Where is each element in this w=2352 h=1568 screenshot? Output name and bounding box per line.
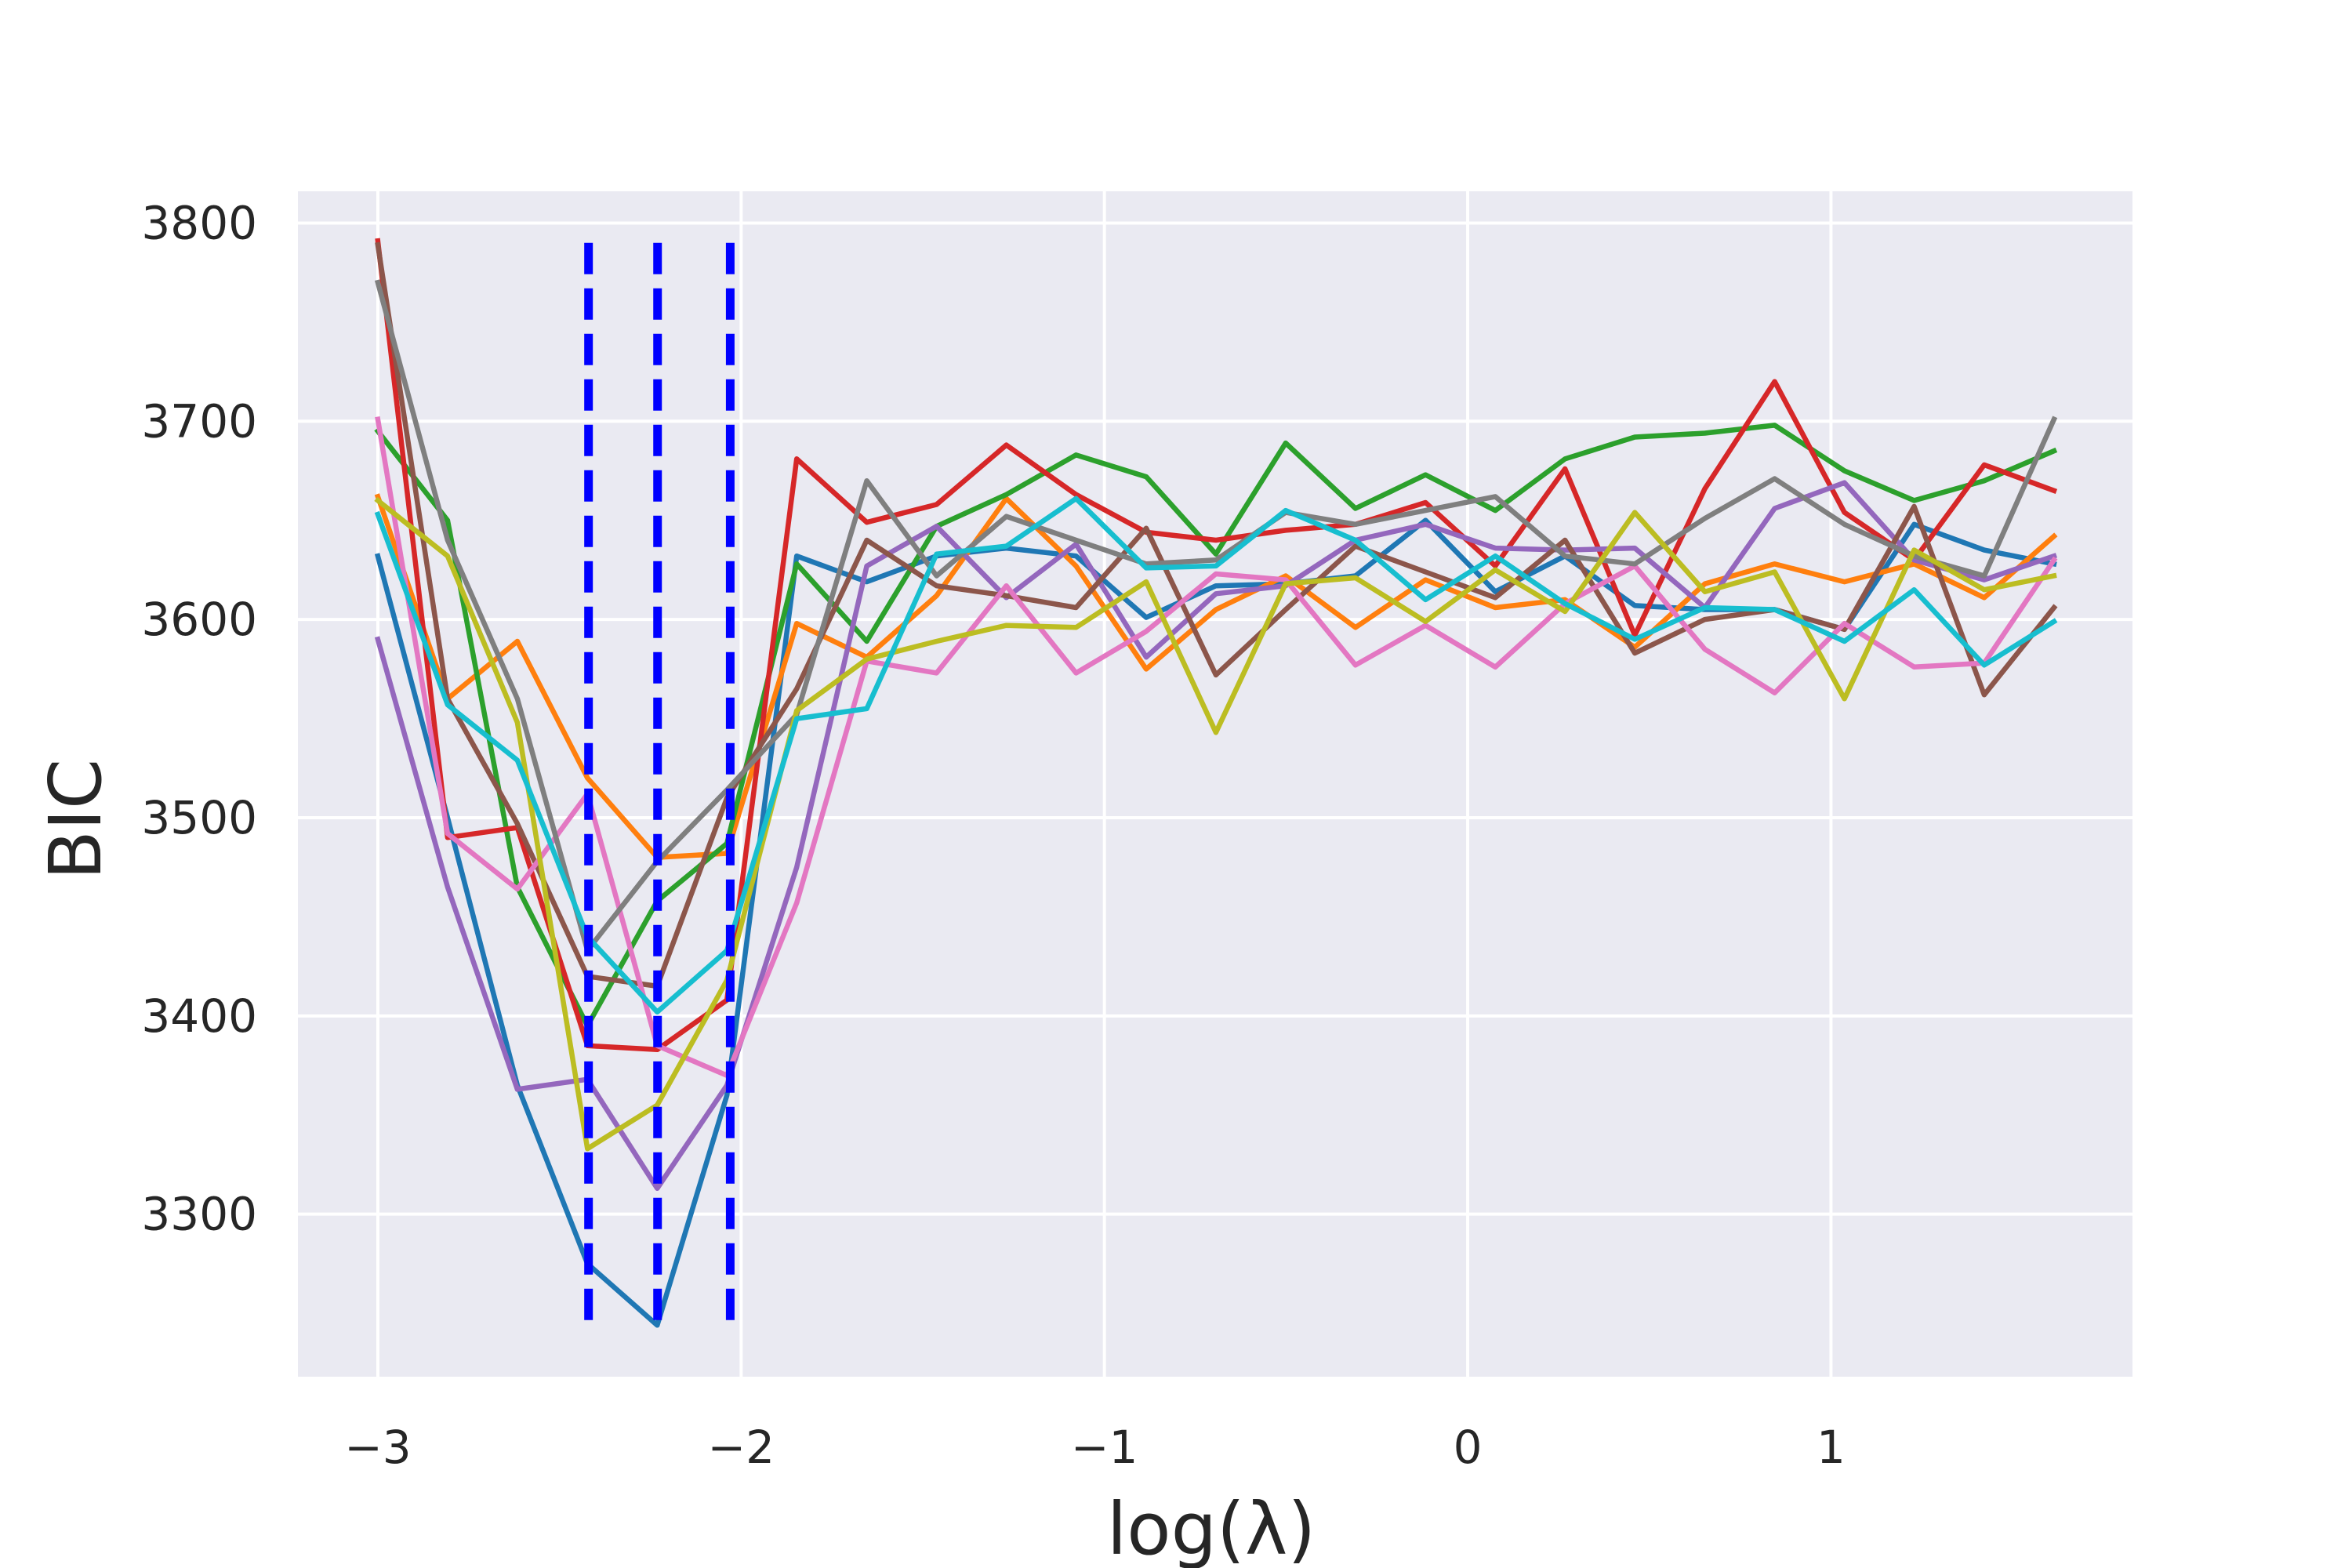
grid [298,191,2132,1377]
y-tick-label: 3700 [141,394,257,448]
x-axis-label: log(λ) [1107,1487,1316,1568]
y-tick-labels: 3300 3400 3500 3600 3700 3800 [141,196,257,1240]
series-line-9 [374,496,2057,1152]
x-tick-labels: −3 −2 −1 0 1 [344,1421,1846,1474]
series-line-5 [374,480,2058,1192]
series-line-4 [375,238,2058,1053]
y-tick-label: 3800 [141,196,257,249]
x-tick-label: −1 [1071,1421,1138,1474]
y-tick-label: 3400 [141,989,257,1043]
y-axis-label: BIC [34,759,118,880]
series-line-10 [374,495,2058,1015]
y-tick-label: 3500 [141,791,257,844]
x-tick-label: −2 [708,1421,775,1474]
x-tick-label: 1 [1817,1421,1846,1474]
plot-background [298,191,2132,1377]
y-tick-label: 3600 [141,593,257,646]
x-tick-label: −3 [344,1421,412,1474]
x-tick-label: 0 [1454,1421,1483,1474]
y-tick-label: 3300 [141,1188,257,1241]
